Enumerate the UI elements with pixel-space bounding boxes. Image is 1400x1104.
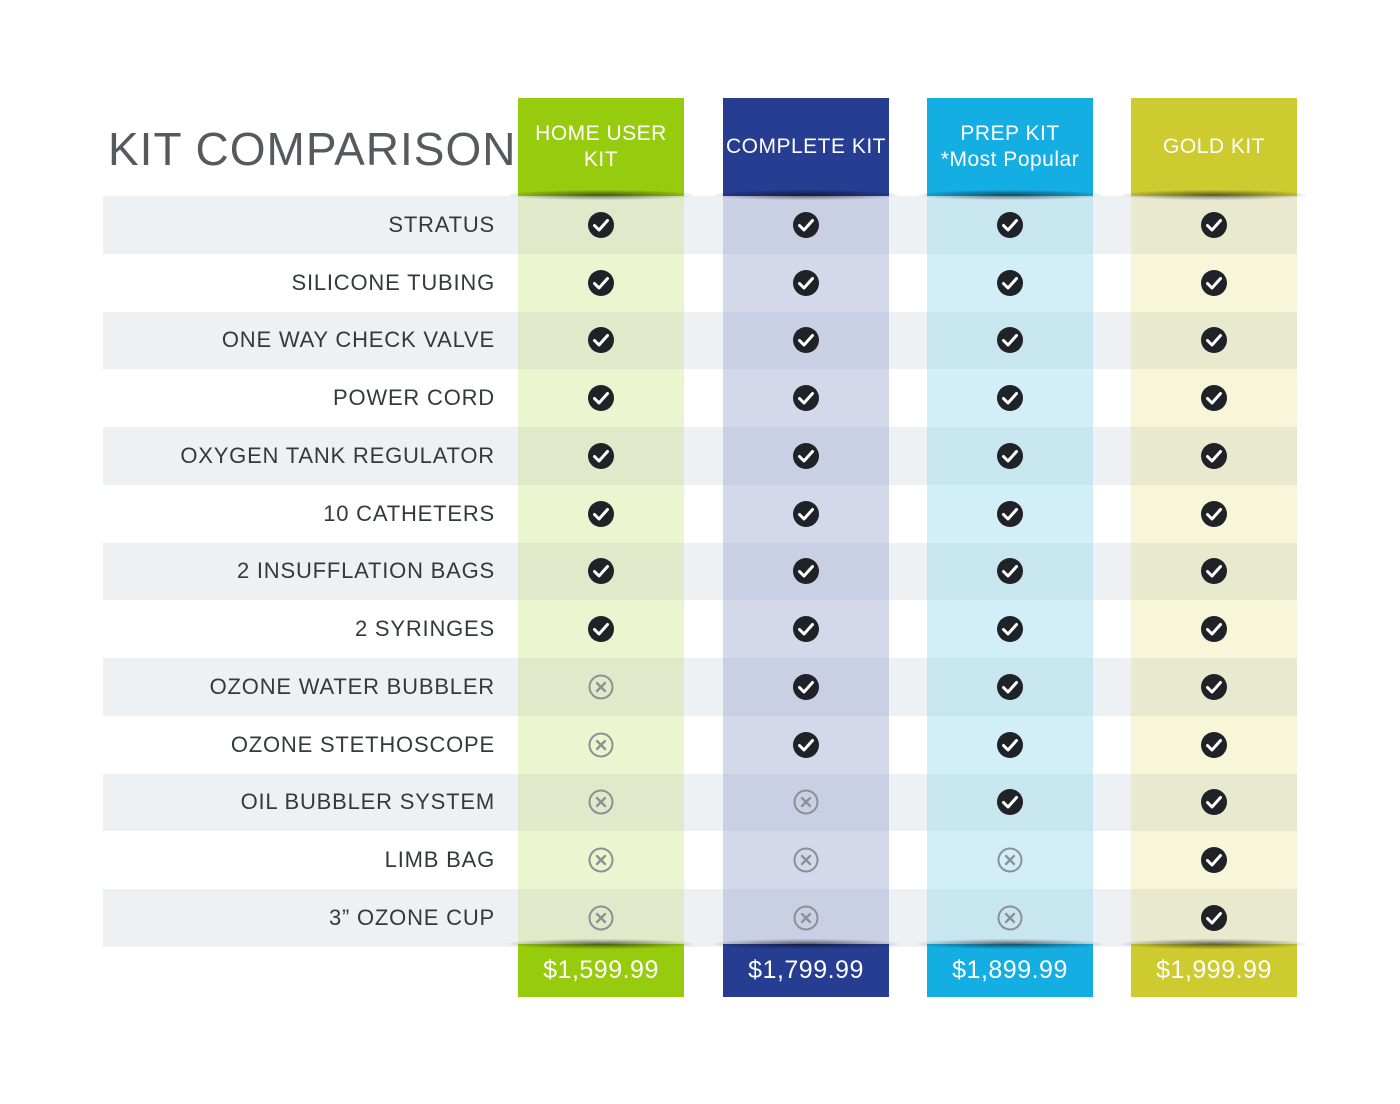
check-icon [792,211,820,239]
check-icon [587,557,615,585]
check-icon [1200,904,1228,932]
price-shadow [1121,939,1307,949]
kit-header[interactable]: GOLD KIT [1131,98,1297,196]
header-shadow [917,190,1103,200]
check-icon [1200,211,1228,239]
check-icon [996,673,1024,701]
x-circle-icon [996,904,1024,932]
header-shadow [713,190,899,200]
check-icon [587,615,615,643]
check-icon [996,731,1024,759]
row-stripe [103,196,1297,254]
feature-label: OZONE STETHOSCOPE [230,731,495,757]
check-icon [587,500,615,528]
check-icon [996,326,1024,354]
feature-label: 2 INSUFFLATION BAGS [236,558,495,584]
check-icon [996,500,1024,528]
check-icon [1200,846,1228,874]
check-icon [996,442,1024,470]
feature-label: OZONE WATER BUBBLER [209,673,495,699]
kit-header[interactable]: HOME USER KIT [518,98,684,196]
row-stripe [103,658,1297,716]
feature-label: 2 SYRINGES [354,616,495,642]
kit-name-line: *Most Popular [940,148,1080,171]
feature-label: POWER CORD [333,385,495,411]
check-icon [792,500,820,528]
check-icon [792,442,820,470]
feature-label: SILICONE TUBING [291,269,495,295]
price-shadow [713,939,899,949]
kit-price[interactable]: $1,899.99 [927,944,1093,997]
check-icon [792,673,820,701]
feature-label: 10 CATHETERS [323,500,495,526]
kit-name-line: GOLD KIT [1162,135,1266,158]
check-icon [792,731,820,759]
check-icon [1200,326,1228,354]
check-icon [996,788,1024,816]
check-icon [1200,442,1228,470]
feature-label: LIMB BAG [384,847,495,873]
row-stripe [103,889,1297,947]
check-icon [587,211,615,239]
kit-price[interactable]: $1,799.99 [723,944,889,997]
check-icon [1200,557,1228,585]
x-circle-icon [587,904,615,932]
x-circle-icon [792,904,820,932]
check-icon [587,326,615,354]
check-icon [587,442,615,470]
check-icon [996,557,1024,585]
x-circle-icon [587,788,615,816]
check-icon [996,211,1024,239]
check-icon [1200,731,1228,759]
row-stripe [103,542,1297,601]
feature-label: ONE WAY CHECK VALVE [221,327,495,353]
check-icon [996,269,1024,297]
x-circle-icon [587,846,615,874]
feature-label: 3” OZONE CUP [328,904,495,930]
feature-label: OIL BUBBLER SYSTEM [240,789,495,815]
check-icon [792,269,820,297]
page-title: KIT COMPARISON [108,123,517,175]
x-circle-icon [996,846,1024,874]
check-icon [792,326,820,354]
kit-price[interactable]: $1,599.99 [518,944,684,997]
feature-label: STRATUS [388,211,495,237]
x-circle-icon [792,846,820,874]
check-icon [587,269,615,297]
check-icon [1200,500,1228,528]
kit-name-line: COMPLETE KIT [725,135,887,158]
row-stripe [103,427,1297,485]
row-stripe [103,311,1297,370]
price-shadow [508,939,694,949]
check-icon [1200,384,1228,412]
x-circle-icon [792,788,820,816]
kit-name-line: PREP KIT [960,122,1060,145]
kit-price[interactable]: $1,999.99 [1131,944,1297,997]
header-shadow [508,190,694,200]
check-icon [1200,615,1228,643]
kit-header[interactable]: PREP KIT *Most Popular [927,98,1093,196]
kit-name-line: HOME USER [535,122,667,145]
check-icon [1200,269,1228,297]
check-icon [792,384,820,412]
check-icon [792,557,820,585]
check-icon [1200,673,1228,701]
kit-name-line: KIT [583,148,619,171]
x-circle-icon [587,673,615,701]
price-shadow [917,939,1103,949]
check-icon [996,384,1024,412]
check-icon [587,384,615,412]
feature-label: OXYGEN TANK REGULATOR [180,442,495,468]
check-icon [996,615,1024,643]
kit-header[interactable]: COMPLETE KIT [723,98,889,196]
check-icon [792,615,820,643]
check-icon [1200,788,1228,816]
row-stripe [103,773,1297,832]
header-shadow [1121,190,1307,200]
x-circle-icon [587,731,615,759]
